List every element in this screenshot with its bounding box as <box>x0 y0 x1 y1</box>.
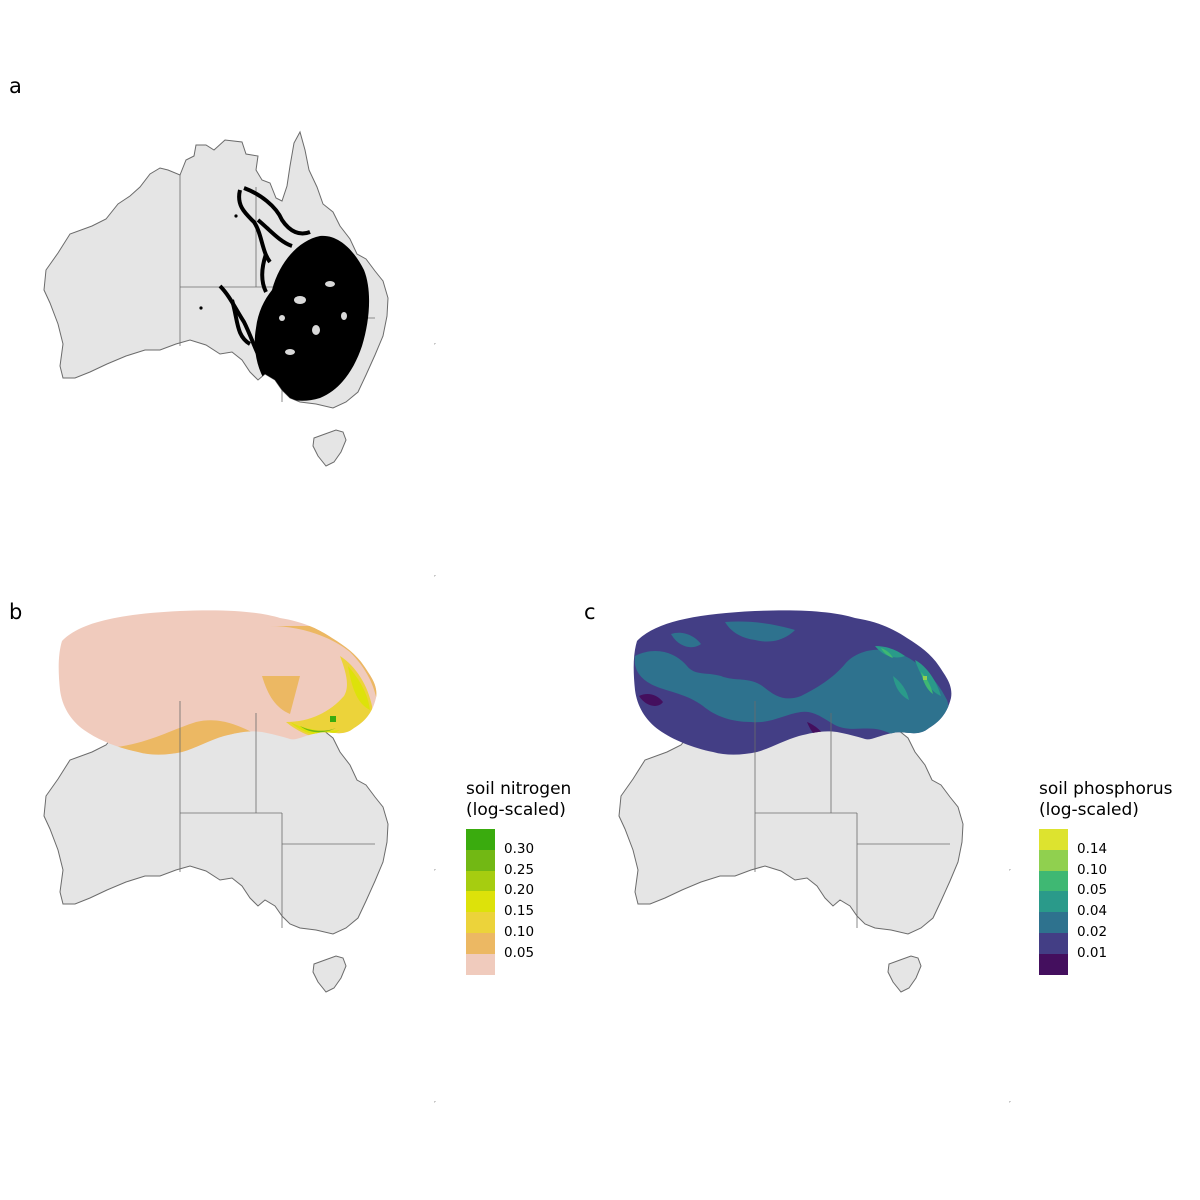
panel-b-state-borders <box>179 701 375 928</box>
phosphorus-legend-title-line1: soil phosphorus <box>1039 779 1173 799</box>
nitrogen-legend-title-line2: (log-scaled) <box>466 800 566 820</box>
nitrogen-legend-key <box>466 849 495 871</box>
phosphorus-legend-key <box>1039 932 1068 954</box>
phosphorus-legend-tick-label: 0.01 <box>1077 944 1108 961</box>
nitrogen-legend-key <box>466 870 495 892</box>
phosphorus-legend-key <box>1039 912 1068 933</box>
phosphorus-legend-key <box>1039 891 1068 913</box>
panel-label-c: c <box>584 600 596 624</box>
panel-a-map: , , <box>43 131 436 578</box>
nitrogen-legend-keys: 0.30 0.25 0.20 0.15 0.10 0.05 <box>466 829 571 975</box>
phosphorus-legend-key <box>1039 953 1068 975</box>
phosphorus-raster <box>633 610 952 755</box>
panel-c-bottom-mark: , <box>1009 1097 1011 1104</box>
nitrogen-legend: soil nitrogen (log-scaled) 0.30 0.25 0.20 0… <box>466 779 571 975</box>
phosphorus-legend-tick-label: 0.05 <box>1077 882 1108 899</box>
nitrogen-raster <box>58 610 377 755</box>
phosphorus-legend-title-line2: (log-scaled) <box>1039 800 1139 820</box>
nitrogen-legend-key <box>466 932 495 954</box>
phosphorus-class-0-01 <box>639 694 827 742</box>
nitrogen-legend-key <box>466 953 495 975</box>
panel-b-map: , , <box>43 610 436 1104</box>
panel-label-b: b <box>9 600 23 624</box>
phosphorus-legend-tick-label: 0.04 <box>1077 903 1108 920</box>
nitrogen-legend-tick-label: 0.30 <box>504 840 535 857</box>
nitrogen-legend-tick-label: 0.20 <box>504 882 535 899</box>
panel-a-corner-mark: , <box>434 339 436 346</box>
panel-b-corner-mark: , <box>434 865 436 872</box>
phosphorus-class-0-14 <box>923 676 927 680</box>
phosphorus-class-0-04 <box>634 649 949 741</box>
phosphorus-legend-tick-label: 0.14 <box>1077 840 1108 857</box>
nitrogen-legend-key <box>466 829 495 850</box>
phosphorus-legend: soil phosphorus (log-scaled) 0.14 0.10 0.0… <box>1039 779 1173 975</box>
nitrogen-legend-tick-label: 0.10 <box>504 924 535 940</box>
phosphorus-class-0-05 <box>875 646 941 700</box>
nitrogen-class-0-25 <box>300 726 336 733</box>
panel-b-bottom-mark: , <box>434 1097 436 1104</box>
phosphorus-legend-key <box>1039 870 1068 892</box>
panel-c-state-borders <box>754 701 950 928</box>
phosphorus-legend-tick-label: 0.10 <box>1077 861 1108 878</box>
phosphorus-legend-keys: 0.14 0.10 0.05 0.04 0.02 0.01 <box>1039 829 1173 975</box>
nitrogen-legend-key <box>466 912 495 933</box>
nitrogen-legend-title-line1: soil nitrogen <box>466 779 572 799</box>
panel-a-bottom-mark: , <box>434 571 436 578</box>
phosphorus-class-0-10 <box>881 648 933 694</box>
panel-c-corner-mark: , <box>1009 865 1011 872</box>
occurrence-points <box>199 186 370 401</box>
nitrogen-legend-tick-label: 0.05 <box>504 944 535 961</box>
nitrogen-legend-key <box>466 891 495 913</box>
panel-label-a: a <box>9 74 22 98</box>
nitrogen-legend-tick-label: 0.25 <box>504 861 535 878</box>
phosphorus-legend-key <box>1039 849 1068 871</box>
panel-c-map: , , <box>618 610 1011 1104</box>
phosphorus-legend-tick-label: 0.02 <box>1077 924 1108 940</box>
phosphorus-legend-key <box>1039 829 1068 850</box>
nitrogen-legend-tick-label: 0.15 <box>504 903 535 920</box>
